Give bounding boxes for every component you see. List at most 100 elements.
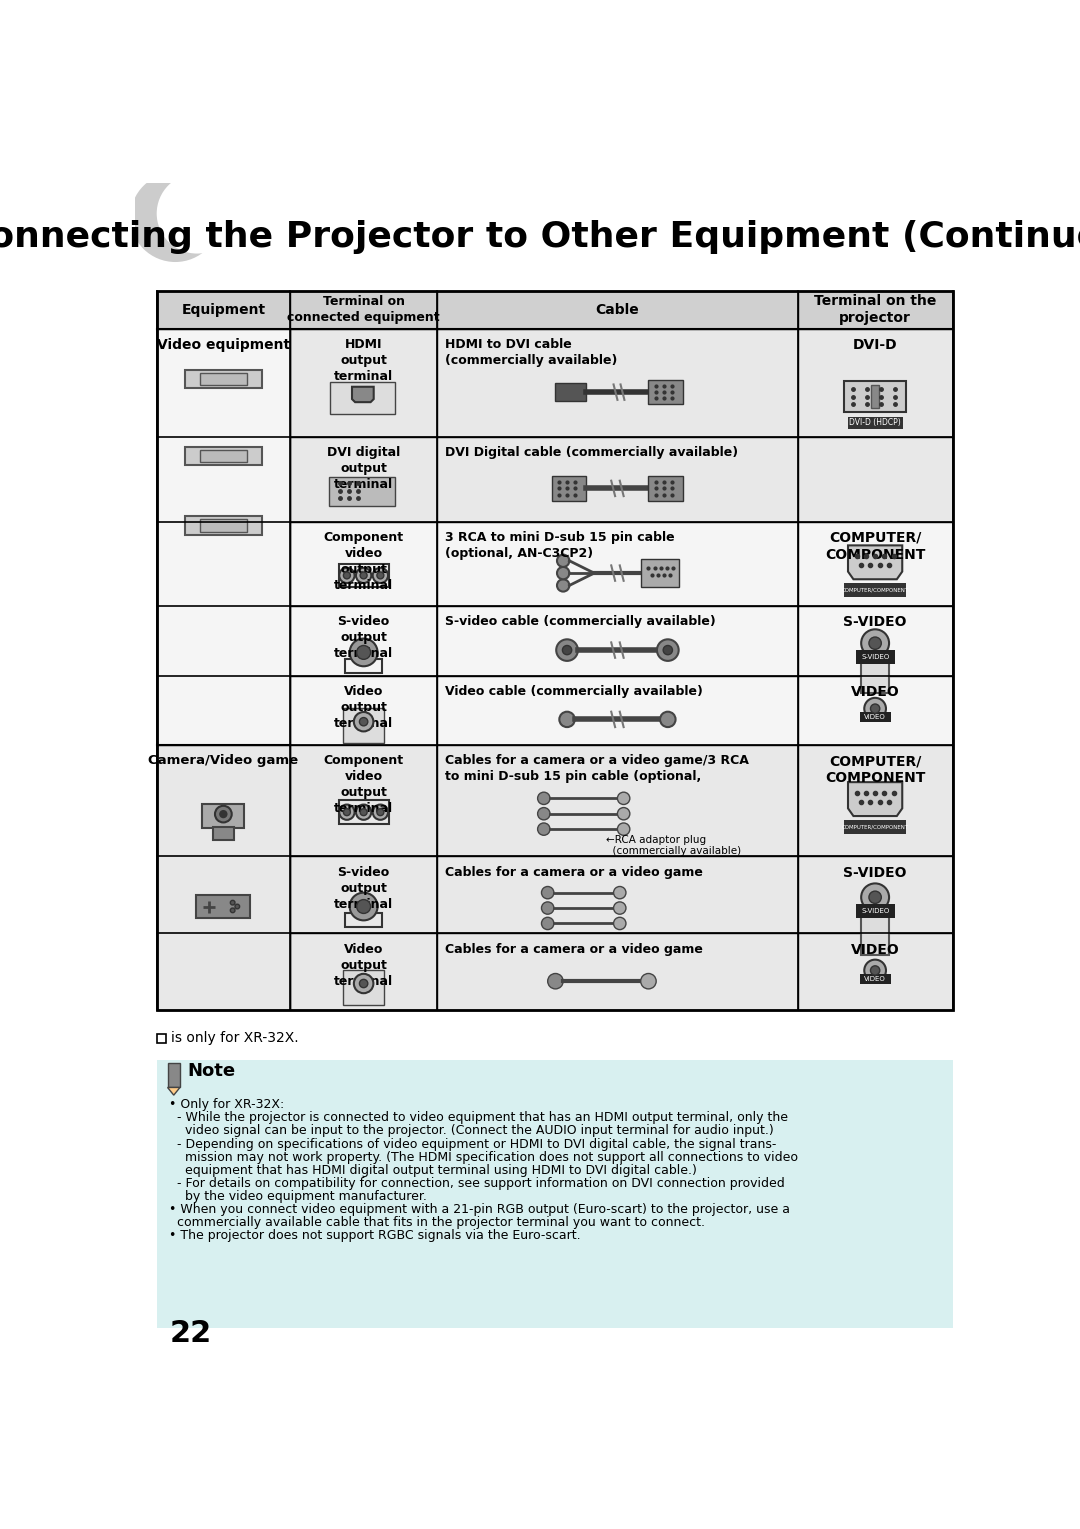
Bar bbox=[861, 913, 889, 956]
Circle shape bbox=[556, 639, 578, 661]
Bar bbox=[157, 1060, 953, 1329]
Bar bbox=[291, 329, 437, 437]
Text: DVI-D: DVI-D bbox=[853, 338, 897, 352]
Bar bbox=[200, 373, 246, 385]
Circle shape bbox=[354, 974, 374, 994]
Polygon shape bbox=[352, 387, 374, 402]
Polygon shape bbox=[552, 476, 586, 500]
Text: Cables for a camera or a video game: Cables for a camera or a video game bbox=[445, 943, 703, 956]
Text: VIDEO: VIDEO bbox=[851, 943, 900, 957]
Circle shape bbox=[870, 703, 880, 713]
Circle shape bbox=[640, 974, 657, 989]
Text: ←RCA adaptor plug
  (commercially available): ←RCA adaptor plug (commercially availabl… bbox=[606, 835, 741, 856]
Polygon shape bbox=[648, 476, 684, 500]
Text: COMPUTER/COMPONENT: COMPUTER/COMPONENT bbox=[841, 587, 908, 593]
Text: VIDEO: VIDEO bbox=[864, 976, 886, 982]
Text: video signal can be input to the projector. (Connect the AUDIO input terminal fo: video signal can be input to the project… bbox=[170, 1124, 774, 1138]
Circle shape bbox=[377, 572, 383, 579]
Text: mission may not work property. (The HDMI specification does not support all conn: mission may not work property. (The HDMI… bbox=[170, 1151, 798, 1164]
Circle shape bbox=[343, 572, 350, 579]
Circle shape bbox=[864, 697, 886, 720]
Circle shape bbox=[861, 630, 889, 657]
Circle shape bbox=[339, 804, 354, 820]
Circle shape bbox=[339, 567, 354, 583]
Circle shape bbox=[618, 792, 630, 804]
Circle shape bbox=[870, 966, 880, 976]
Text: S-VIDEO: S-VIDEO bbox=[861, 908, 889, 914]
Bar bbox=[338, 800, 389, 824]
Circle shape bbox=[356, 567, 372, 583]
Text: 22: 22 bbox=[170, 1320, 212, 1349]
Polygon shape bbox=[648, 379, 684, 405]
Text: Cables for a camera or a video game: Cables for a camera or a video game bbox=[445, 865, 703, 879]
Bar bbox=[798, 676, 953, 745]
Text: DVI-D (HDCP): DVI-D (HDCP) bbox=[849, 419, 901, 427]
Text: S-video
output
terminal: S-video output terminal bbox=[334, 865, 393, 911]
Circle shape bbox=[864, 960, 886, 982]
Text: HDMI to DVI cable
(commercially available): HDMI to DVI cable (commercially availabl… bbox=[445, 338, 618, 367]
Bar bbox=[437, 745, 798, 856]
Bar bbox=[845, 820, 906, 833]
Circle shape bbox=[219, 810, 228, 818]
Circle shape bbox=[360, 572, 367, 579]
Text: Video cable (commercially available): Video cable (commercially available) bbox=[445, 685, 703, 697]
Circle shape bbox=[557, 555, 569, 567]
Bar bbox=[437, 437, 798, 521]
Circle shape bbox=[373, 804, 388, 820]
Text: Cable: Cable bbox=[595, 303, 639, 317]
Bar bbox=[328, 477, 395, 506]
Bar bbox=[291, 437, 437, 521]
Text: Video
output
terminal: Video output terminal bbox=[334, 685, 393, 729]
Polygon shape bbox=[167, 1087, 180, 1095]
Circle shape bbox=[538, 792, 550, 804]
Text: COMPUTER/COMPONENT: COMPUTER/COMPONENT bbox=[841, 824, 908, 829]
Bar bbox=[872, 385, 879, 408]
Circle shape bbox=[557, 567, 569, 579]
Text: Camera/Video game: Camera/Video game bbox=[148, 754, 298, 768]
Text: • Only for XR-32X:: • Only for XR-32X: bbox=[170, 1098, 284, 1112]
Text: - Depending on specifications of video equipment or HDMI to DVI digital cable, t: - Depending on specifications of video e… bbox=[170, 1138, 777, 1150]
Text: Connecting the Projector to Other Equipment (Continued): Connecting the Projector to Other Equipm… bbox=[0, 220, 1080, 254]
Bar bbox=[798, 437, 953, 521]
Circle shape bbox=[230, 901, 235, 905]
Text: Video
output
terminal: Video output terminal bbox=[334, 943, 393, 988]
Text: S-video cable (commercially available): S-video cable (commercially available) bbox=[445, 616, 716, 628]
Bar bbox=[437, 856, 798, 934]
Circle shape bbox=[559, 711, 575, 728]
Text: Component
video
output
terminal: Component video output terminal bbox=[324, 754, 404, 815]
Circle shape bbox=[613, 917, 626, 930]
Circle shape bbox=[360, 980, 368, 988]
Text: Component
video
output
terminal: Component video output terminal bbox=[324, 531, 404, 592]
Text: Cables for a camera or a video game/3 RCA
to mini D-sub 15 pin cable (optional,: Cables for a camera or a video game/3 RC… bbox=[445, 754, 748, 783]
Text: Video equipment: Video equipment bbox=[157, 338, 289, 352]
Bar bbox=[845, 381, 906, 413]
Bar bbox=[157, 745, 291, 1011]
Text: Terminal on
connected equipment: Terminal on connected equipment bbox=[287, 295, 440, 324]
Bar bbox=[200, 520, 246, 532]
Circle shape bbox=[618, 807, 630, 820]
Circle shape bbox=[343, 809, 350, 815]
Bar bbox=[202, 804, 244, 829]
Bar bbox=[346, 913, 381, 927]
Text: VIDEO: VIDEO bbox=[864, 714, 886, 720]
Text: - For details on compatibility for connection, see support information on DVI co: - For details on compatibility for conne… bbox=[170, 1177, 785, 1190]
Bar bbox=[291, 291, 437, 329]
Circle shape bbox=[350, 639, 378, 667]
Text: VIDEO: VIDEO bbox=[851, 685, 900, 699]
Bar bbox=[200, 450, 246, 462]
Circle shape bbox=[215, 806, 232, 823]
Circle shape bbox=[563, 645, 571, 654]
Bar bbox=[330, 382, 395, 414]
Text: Equipment: Equipment bbox=[181, 303, 266, 317]
Bar bbox=[185, 517, 262, 535]
Bar bbox=[291, 745, 437, 856]
Circle shape bbox=[541, 902, 554, 914]
Bar bbox=[157, 1034, 166, 1043]
Circle shape bbox=[377, 809, 383, 815]
Bar bbox=[860, 711, 891, 723]
Circle shape bbox=[869, 638, 881, 650]
Bar bbox=[291, 605, 437, 676]
Circle shape bbox=[356, 645, 370, 659]
Bar bbox=[437, 934, 798, 1011]
Bar bbox=[437, 676, 798, 745]
